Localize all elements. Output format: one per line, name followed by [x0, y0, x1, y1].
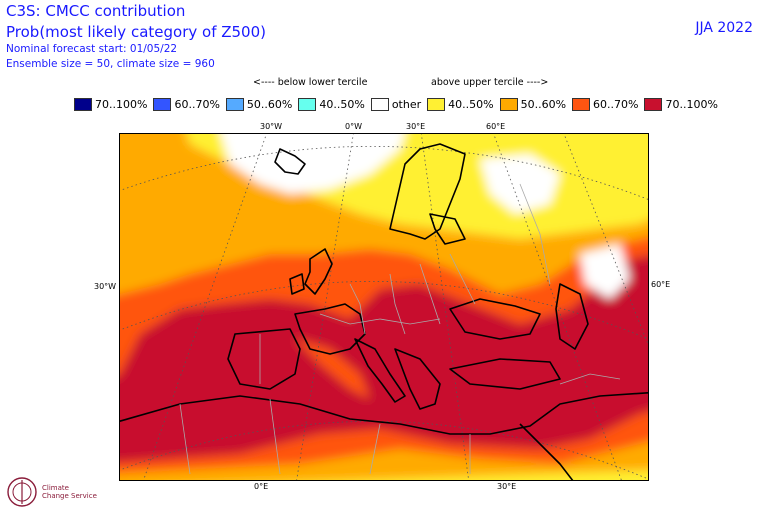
- legend-label: 60..70%: [593, 97, 639, 111]
- color-legend: 70..100% 60..70% 50..60% 40..50% other 4…: [74, 96, 724, 112]
- border-line: [519, 183, 551, 285]
- baltic-coast: [429, 213, 466, 245]
- probability-field: [120, 134, 648, 480]
- legend-item: 50..60%: [225, 97, 293, 111]
- map-canvas: [120, 134, 648, 480]
- border-line: [449, 253, 476, 305]
- border-line: [179, 403, 191, 475]
- graticule-line: [120, 280, 648, 340]
- legend-label: 40..50%: [319, 97, 365, 111]
- map-subtitle: Prob(most likely category of Z500): [6, 23, 266, 41]
- probability-map: [119, 133, 649, 481]
- legend-swatch: [74, 97, 92, 111]
- legend-label: 40..50%: [448, 97, 494, 111]
- ireland-coast: [289, 273, 305, 295]
- border-line: [559, 373, 621, 385]
- border-line: [349, 283, 366, 335]
- border-line: [319, 313, 441, 325]
- lon-label-bottom: 30°E: [497, 482, 517, 491]
- legend-swatch: [153, 97, 172, 111]
- logo-line-1: Climate: [42, 484, 69, 492]
- climate-logo-icon: [7, 477, 37, 507]
- graticule-line: [120, 146, 648, 200]
- legend-label: 50..60%: [520, 97, 567, 111]
- field-white-north-atlantic: [221, 134, 405, 194]
- legend-swatch: [298, 97, 317, 111]
- field-yellow-south: [361, 470, 648, 480]
- legend-item: 40..50%: [427, 97, 494, 111]
- red-sea-coast: [519, 423, 574, 480]
- legend-label: 60..70%: [174, 97, 220, 111]
- above-tercile-label: above upper tercile ---->: [431, 77, 549, 88]
- legend-label: 50..60%: [246, 97, 293, 111]
- lon-label-top: 60°E: [486, 122, 506, 131]
- lon-label-right: 60°E: [651, 280, 671, 289]
- graticule-line: [120, 420, 648, 480]
- lon-label-top: 0°W: [345, 122, 362, 131]
- lon-label-top: 30°E: [406, 122, 426, 131]
- legend-item: 60..70%: [572, 97, 639, 111]
- legend-swatch: [427, 97, 446, 111]
- legend-item: 70..100%: [74, 97, 148, 111]
- legend-swatch: [225, 97, 244, 111]
- legend-item: 50..60%: [499, 97, 567, 111]
- below-tercile-label: <---- below lower tercile: [253, 77, 368, 88]
- border-line: [419, 263, 441, 325]
- legend-label: 70..100%: [665, 97, 718, 111]
- lon-label-left: 30°W: [94, 282, 117, 291]
- border-line: [269, 398, 281, 475]
- graticule-line: [296, 134, 354, 480]
- great-britain-coast: [304, 248, 333, 295]
- legend-item: 60..70%: [153, 97, 220, 111]
- coastlines: [120, 143, 648, 480]
- graticule-line: [143, 134, 267, 480]
- north-africa-coast: [120, 391, 648, 435]
- anatolia-coast: [449, 358, 561, 390]
- border-line: [389, 273, 406, 335]
- caspian-coast: [555, 283, 589, 350]
- copernicus-logo: Climate Change Service: [4, 472, 104, 516]
- forecast-start: Nominal forecast start: 01/05/22: [6, 43, 178, 55]
- iceland-coast: [274, 148, 306, 175]
- black-sea-coast: [449, 298, 541, 340]
- italy-coast: [354, 338, 406, 403]
- border-line: [369, 423, 381, 475]
- logo-line-2: Change Service: [42, 492, 97, 500]
- legend-swatch: [644, 97, 663, 111]
- lon-label-top: 30°W: [260, 122, 283, 131]
- scandinavia-coast: [389, 143, 466, 240]
- country-borders: [179, 183, 621, 475]
- legend-swatch: [572, 97, 591, 111]
- graticule-line: [420, 134, 470, 480]
- season-label: JJA 2022: [695, 20, 753, 36]
- legend-swatch: [499, 97, 518, 111]
- france-coast: [294, 303, 366, 355]
- graticule-line: [493, 134, 622, 480]
- legend-item: 70..100%: [644, 97, 718, 111]
- field-red-core: [130, 319, 648, 444]
- balkans-coast: [394, 348, 441, 410]
- lon-label-bottom: 0°E: [254, 482, 269, 491]
- legend-label: 70..100%: [95, 97, 148, 111]
- graticule: [120, 134, 648, 480]
- legend-item: 40..50%: [298, 97, 365, 111]
- field-white-east: [580, 244, 630, 299]
- map-title: C3S: CMCC contribution: [6, 2, 186, 20]
- field-orange-south: [120, 442, 648, 480]
- legend-item: other: [370, 97, 422, 111]
- legend-swatch: [370, 97, 389, 111]
- ensemble-size: Ensemble size = 50, climate size = 960: [6, 58, 215, 70]
- iberia-coast: [227, 328, 301, 390]
- legend-label: other: [391, 97, 422, 111]
